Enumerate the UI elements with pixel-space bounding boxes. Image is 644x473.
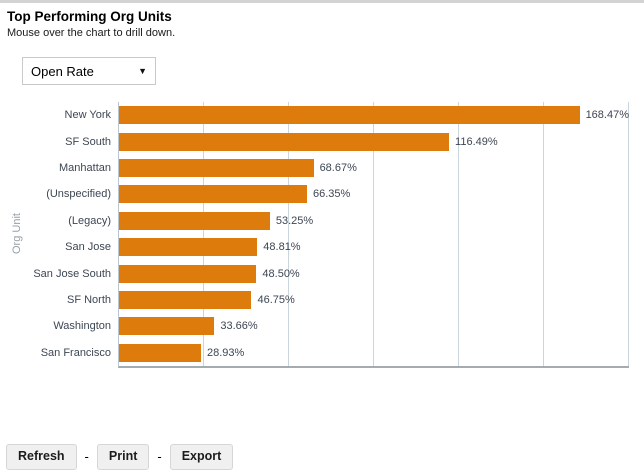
value-label: 48.50% bbox=[262, 267, 300, 280]
print-button[interactable]: Print bbox=[96, 444, 150, 470]
bar[interactable] bbox=[119, 132, 450, 151]
category-label: Washington bbox=[53, 320, 111, 333]
plot-area: Org Unit New York 168.47% SF South 116.49% M… bbox=[11, 102, 629, 368]
bar[interactable] bbox=[119, 159, 314, 178]
bar[interactable] bbox=[119, 106, 580, 125]
bar[interactable] bbox=[119, 317, 215, 336]
value-label: 28.93% bbox=[206, 346, 245, 359]
category-label: San Jose bbox=[65, 241, 111, 254]
y-axis-title: Org Unit bbox=[11, 213, 23, 255]
value-label: 68.67% bbox=[319, 162, 357, 175]
category-label: New York bbox=[64, 109, 111, 122]
bar[interactable] bbox=[119, 343, 201, 362]
category-label: SF South bbox=[65, 135, 111, 148]
separator-dash: - bbox=[157, 449, 162, 465]
separator-dash: - bbox=[84, 449, 89, 465]
category-label: SF North bbox=[66, 294, 111, 307]
bar-row: New York 168.47% bbox=[65, 102, 629, 128]
bar-row: SF South 116.49% bbox=[65, 128, 629, 154]
bar-row: Washington 33.66% bbox=[53, 313, 629, 339]
value-label: 48.81% bbox=[263, 241, 301, 254]
value-label: 46.75% bbox=[257, 294, 295, 307]
gridline bbox=[628, 102, 629, 366]
value-label: 53.25% bbox=[275, 214, 314, 227]
value-label: 116.49% bbox=[455, 135, 498, 148]
bar-row: Manhattan 68.67% bbox=[59, 155, 629, 181]
category-label: Manhattan bbox=[59, 162, 111, 175]
bar[interactable] bbox=[119, 211, 270, 230]
bar-row: San Francisco 28.93% bbox=[41, 340, 629, 366]
bar-row: (Legacy) 53.25% bbox=[68, 208, 629, 234]
top-divider bbox=[0, 0, 644, 3]
gridline bbox=[202, 102, 204, 366]
gridline bbox=[287, 102, 289, 366]
gridline bbox=[373, 102, 374, 366]
gridline bbox=[457, 102, 459, 366]
bar-row: SF North 46.75% bbox=[67, 287, 629, 313]
value-label: 66.35% bbox=[312, 188, 351, 201]
bar-row: San Jose 48.81% bbox=[65, 234, 629, 260]
bar-row: San Jose South 48.50% bbox=[33, 260, 629, 286]
bar-rows: New York 168.47% SF South 116.49% Manhattan 6… bbox=[33, 102, 629, 366]
bar[interactable] bbox=[119, 291, 252, 310]
page-title: Top Performing Org Units bbox=[7, 9, 172, 24]
value-label: 168.47% bbox=[585, 109, 629, 122]
page-subtitle: Mouse over the chart to drill down. bbox=[7, 27, 176, 39]
metric-select[interactable]: Open Rate bbox=[22, 57, 156, 85]
gridline bbox=[543, 102, 544, 366]
bar[interactable] bbox=[119, 185, 307, 204]
refresh-button[interactable]: Refresh bbox=[6, 444, 77, 470]
bar[interactable] bbox=[119, 264, 257, 283]
category-label: San Jose South bbox=[33, 267, 111, 280]
category-label: (Legacy) bbox=[68, 214, 111, 227]
category-label: San Francisco bbox=[40, 346, 111, 359]
gridlines bbox=[119, 102, 629, 366]
category-label: (Unspecified) bbox=[46, 188, 111, 201]
bar-row: (Unspecified) 66.35% bbox=[46, 181, 629, 207]
value-label: 33.66% bbox=[220, 320, 258, 333]
metric-select-wrap: Open Rate ▼ bbox=[22, 57, 156, 85]
export-button[interactable]: Export bbox=[169, 444, 234, 470]
bar[interactable] bbox=[119, 238, 258, 257]
footer-actions: Refresh - Print - Export bbox=[6, 444, 234, 470]
